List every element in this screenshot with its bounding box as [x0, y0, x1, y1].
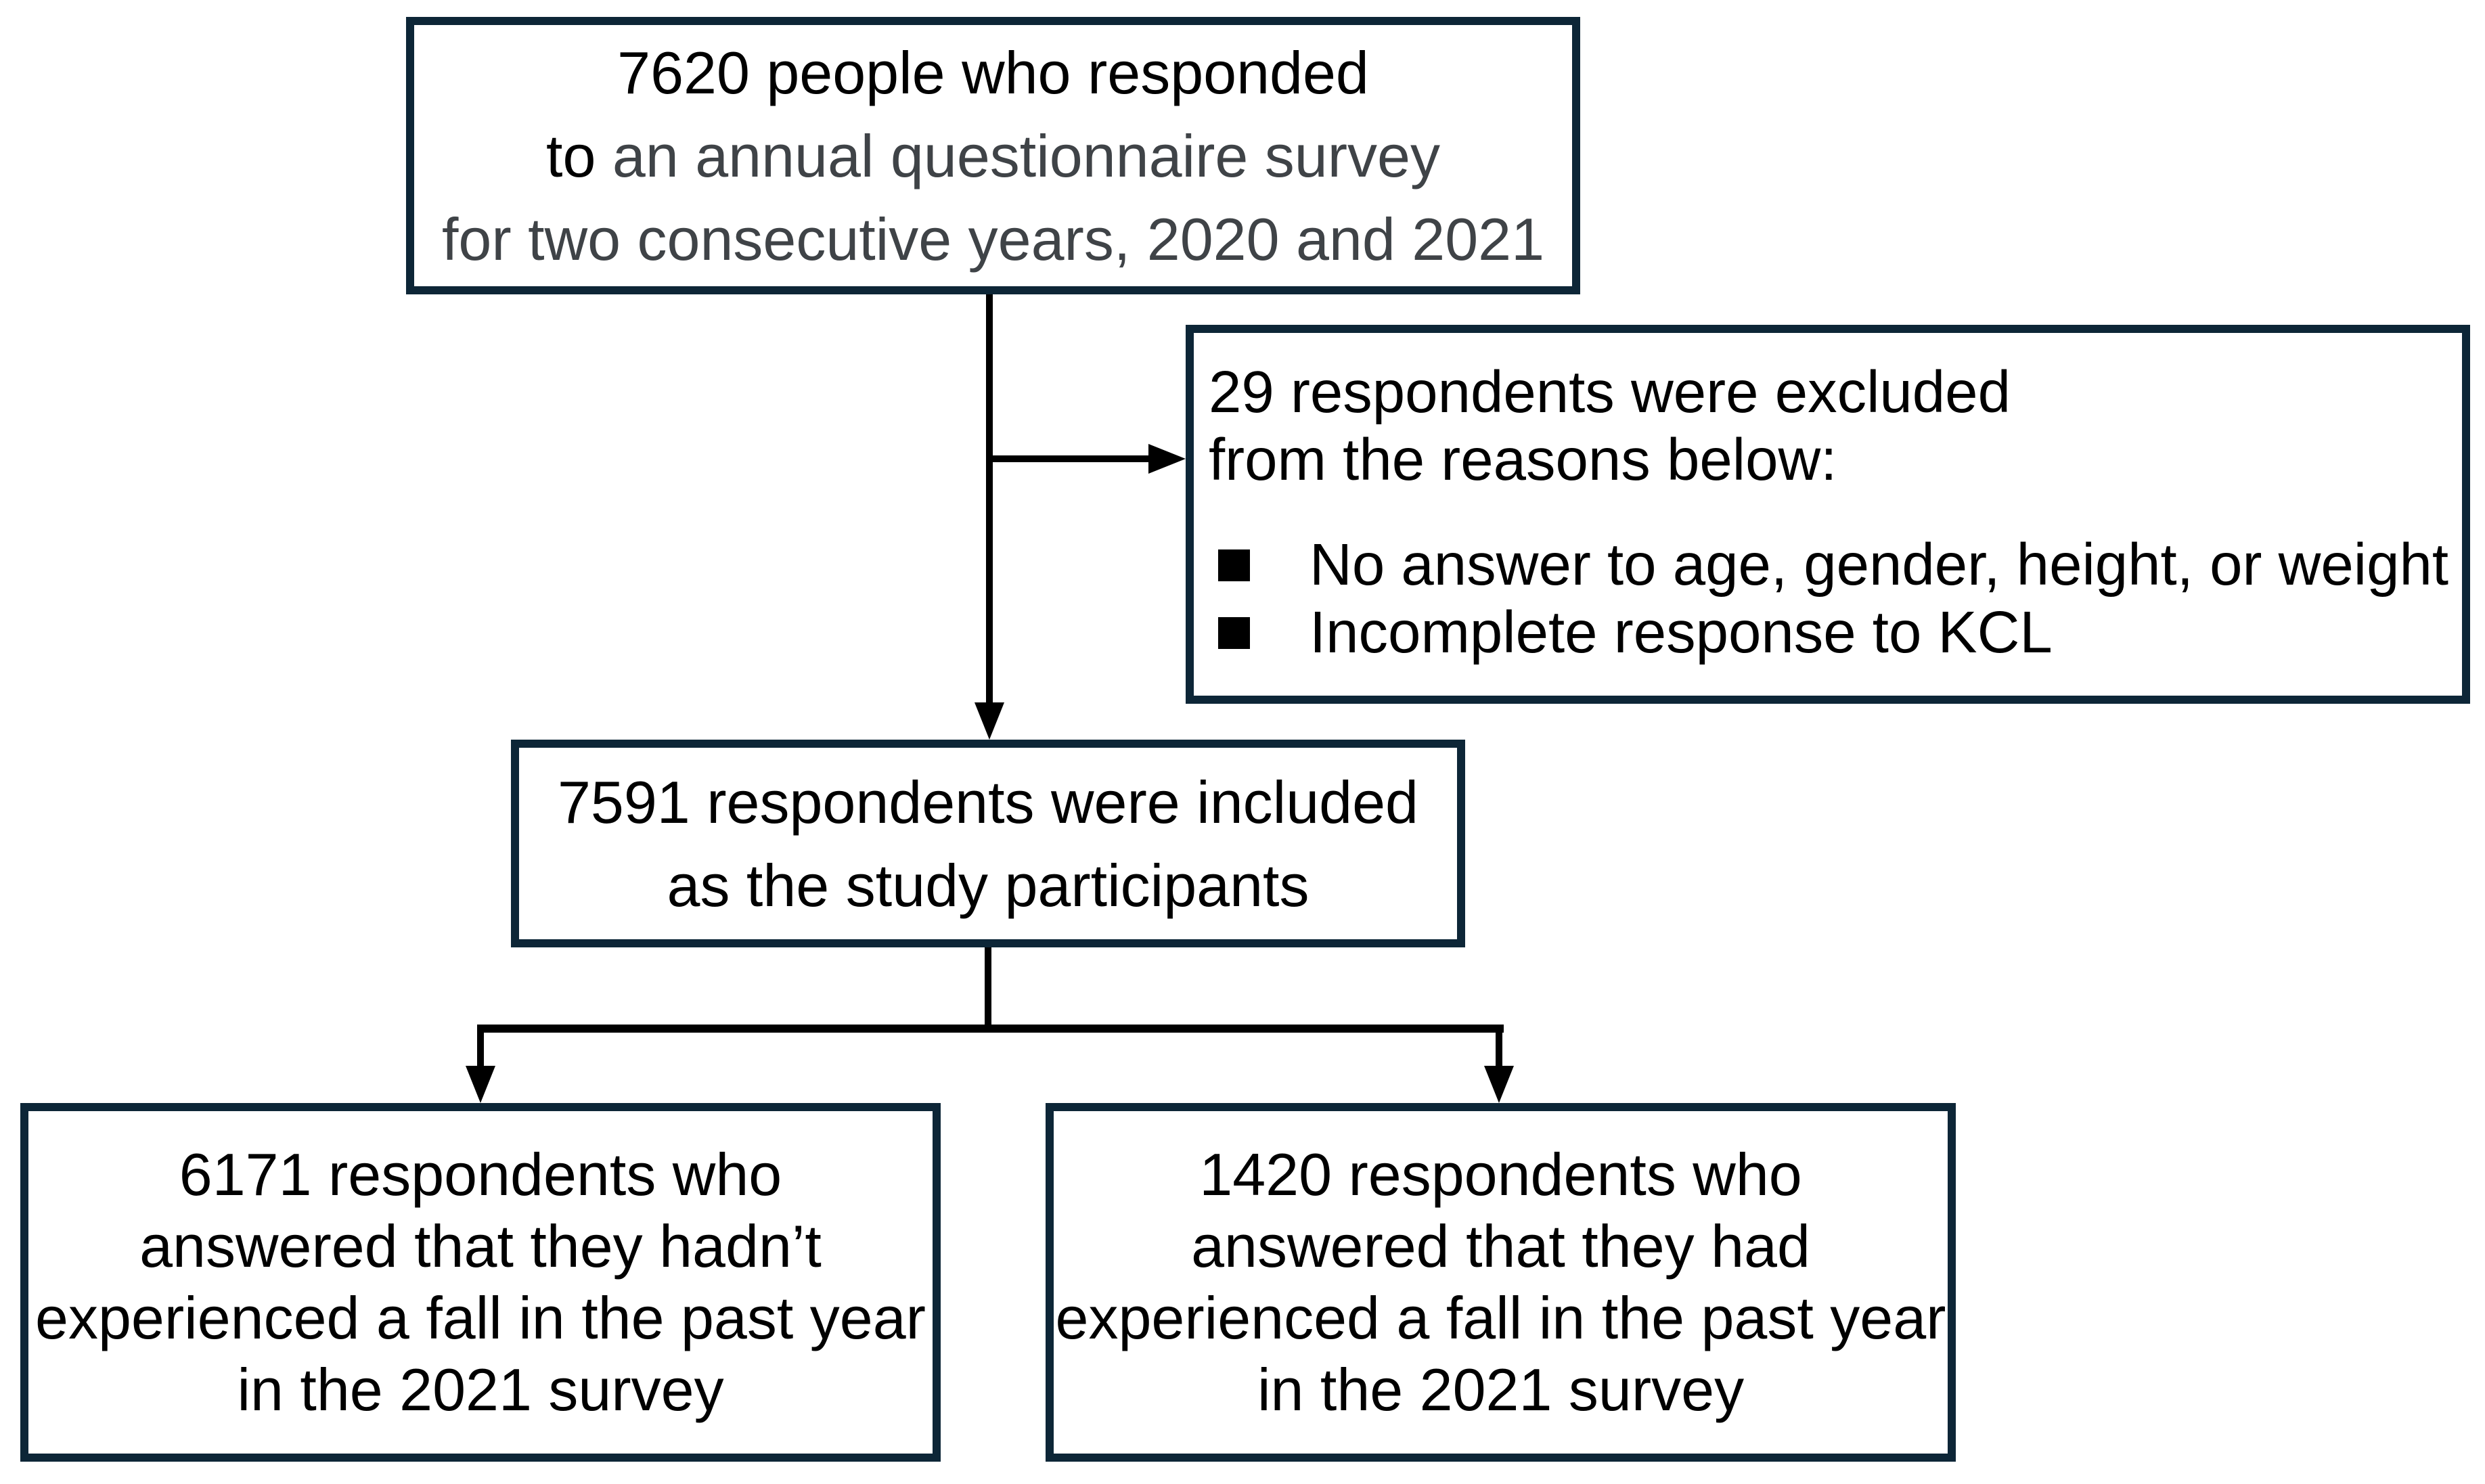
connector-split-to-fall — [1496, 1025, 1502, 1066]
fall-box: 1420 respondents who answered that they … — [1046, 1103, 1956, 1462]
arrowhead-right-exclusion-icon — [1148, 444, 1186, 474]
connector-split-to-no-fall — [477, 1025, 484, 1066]
arrowhead-down-no-fall-icon — [466, 1066, 495, 1103]
exclusion-bullet-item: No answer to age, gender, height, or wei… — [1218, 531, 2448, 599]
included-line-2: as the study participants — [667, 851, 1309, 919]
exclusion-bullet-item: Incomplete response to KCL — [1218, 599, 2053, 667]
connector-source-to-included — [986, 294, 993, 702]
no-fall-line-4: in the 2021 survey — [237, 1356, 724, 1423]
fall-line-2: answered that they had — [1191, 1213, 1810, 1280]
exclusion-box: 29 respondents were excluded from the re… — [1186, 325, 2470, 704]
connector-branch-to-exclusion — [989, 455, 1148, 462]
exclusion-header-line-1: 29 respondents were excluded — [1209, 359, 2011, 425]
source-line-2-prefix: to — [546, 122, 612, 189]
exclusion-header-line-2: from the reasons below: — [1209, 427, 1837, 493]
exclusion-bullet-text: Incomplete response to KCL — [1309, 600, 2053, 665]
included-box: 7591 respondents were included as the st… — [511, 740, 1465, 947]
fall-line-1: 1420 respondents who — [1199, 1141, 1802, 1208]
fall-line-3: experienced a fall in the past year — [1055, 1284, 1946, 1351]
included-line-1: 7591 respondents were included — [557, 768, 1418, 836]
source-line-2: to an annual questionnaire survey — [546, 114, 1440, 198]
exclusion-bullet-text: No answer to age, gender, height, or wei… — [1309, 532, 2449, 598]
source-box: 7620 people who responded to an annual q… — [406, 17, 1580, 294]
no-fall-line-2: answered that they hadn’t — [139, 1213, 822, 1280]
arrowhead-down-fall-icon — [1484, 1066, 1514, 1103]
source-line-1: 7620 people who responded — [617, 39, 1369, 106]
square-bullet-icon — [1218, 549, 1250, 581]
source-line-3: for two consecutive years, 2020 and 2021 — [441, 205, 1545, 273]
no-fall-box: 6171 respondents who answered that they … — [20, 1103, 941, 1462]
no-fall-line-1: 6171 respondents who — [179, 1141, 782, 1208]
no-fall-line-3: experienced a fall in the past year — [35, 1284, 926, 1351]
fall-line-4: in the 2021 survey — [1257, 1356, 1745, 1423]
source-line-2-rest: an annual questionnaire survey — [612, 122, 1440, 189]
square-bullet-icon — [1218, 616, 1250, 649]
connector-included-to-split — [985, 947, 991, 1033]
arrowhead-down-included-icon — [975, 702, 1004, 740]
connector-split-bar — [477, 1025, 1504, 1033]
